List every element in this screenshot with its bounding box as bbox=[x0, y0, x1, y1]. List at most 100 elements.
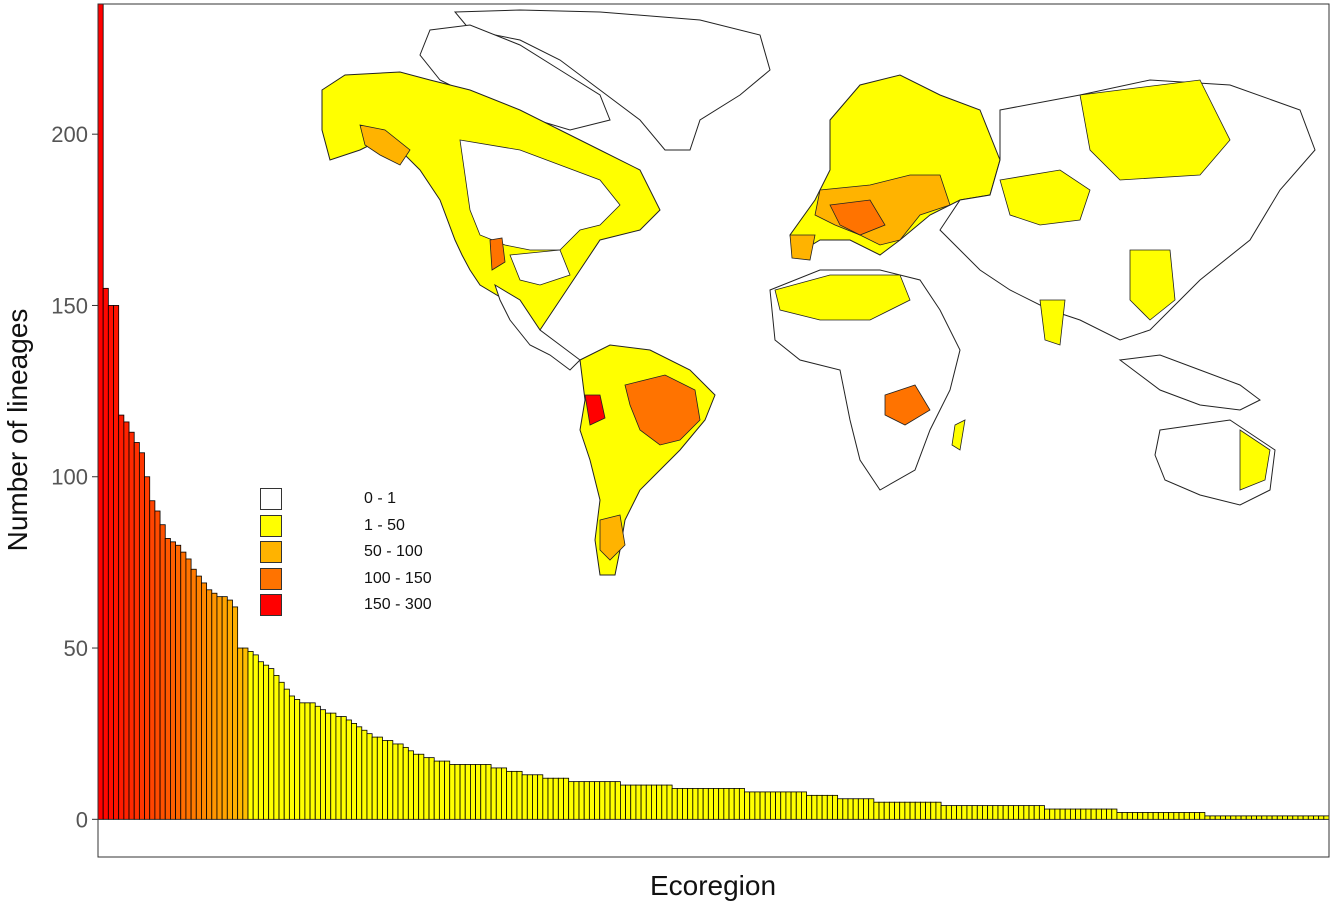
bar bbox=[449, 764, 456, 820]
bar bbox=[1313, 815, 1320, 820]
bar bbox=[1132, 812, 1139, 820]
bar bbox=[904, 801, 911, 820]
bar bbox=[1178, 812, 1185, 820]
bar bbox=[402, 746, 409, 820]
bar bbox=[976, 805, 983, 820]
bar bbox=[1219, 815, 1226, 820]
bar bbox=[1023, 805, 1030, 820]
bar bbox=[676, 788, 683, 820]
bar bbox=[490, 767, 497, 820]
plot-panel bbox=[97, 3, 1330, 858]
bar bbox=[216, 596, 223, 820]
bar bbox=[1064, 808, 1071, 820]
bar bbox=[387, 740, 394, 820]
bar bbox=[511, 770, 518, 820]
bar bbox=[878, 801, 885, 820]
bar bbox=[588, 781, 595, 820]
bar bbox=[149, 500, 156, 820]
bar bbox=[164, 538, 171, 820]
bar bbox=[1183, 812, 1190, 820]
bar bbox=[857, 798, 864, 820]
bar bbox=[837, 798, 844, 820]
bar bbox=[557, 777, 564, 820]
bar bbox=[309, 702, 316, 820]
legend-swatch bbox=[260, 541, 282, 564]
bar bbox=[1116, 812, 1123, 820]
bar bbox=[754, 791, 761, 820]
bar bbox=[361, 729, 368, 820]
legend-swatch bbox=[260, 488, 282, 511]
bar bbox=[1302, 815, 1309, 820]
bar bbox=[573, 781, 580, 820]
bar bbox=[883, 801, 890, 820]
bar bbox=[351, 723, 358, 820]
bar bbox=[356, 726, 363, 820]
bar bbox=[185, 558, 192, 820]
bar bbox=[1204, 815, 1211, 820]
bar bbox=[1240, 815, 1247, 820]
bar bbox=[1276, 815, 1283, 820]
bar bbox=[459, 764, 466, 820]
bar bbox=[738, 788, 745, 820]
bar bbox=[501, 767, 508, 820]
bar bbox=[263, 664, 270, 820]
bar bbox=[1256, 815, 1263, 820]
bar bbox=[775, 791, 782, 820]
bar bbox=[759, 791, 766, 820]
bar bbox=[454, 764, 461, 820]
bar bbox=[201, 582, 208, 820]
legend-item: 50 - 100 bbox=[260, 539, 432, 566]
bar bbox=[118, 414, 125, 820]
x-axis-label: Ecoregion bbox=[650, 870, 776, 901]
bar bbox=[366, 733, 373, 820]
bar bbox=[599, 781, 606, 820]
bar bbox=[247, 651, 254, 820]
bar bbox=[159, 524, 166, 820]
legend-swatch bbox=[260, 514, 282, 537]
bar bbox=[707, 788, 714, 820]
bar bbox=[578, 781, 585, 820]
bar bbox=[790, 791, 797, 820]
legend-swatch bbox=[260, 594, 282, 617]
bar bbox=[697, 788, 704, 820]
bar bbox=[625, 784, 632, 820]
bar bbox=[868, 798, 875, 820]
bar bbox=[733, 788, 740, 820]
bar bbox=[847, 798, 854, 820]
bar bbox=[1090, 808, 1097, 820]
bar bbox=[1111, 808, 1118, 820]
bar bbox=[128, 431, 135, 820]
bar bbox=[1230, 815, 1237, 820]
bar bbox=[982, 805, 989, 820]
bar bbox=[423, 757, 430, 820]
bar bbox=[102, 287, 109, 820]
bar bbox=[1251, 815, 1257, 820]
bar bbox=[542, 777, 549, 820]
bar bbox=[273, 675, 280, 820]
bar bbox=[485, 764, 492, 820]
bar bbox=[1147, 812, 1154, 820]
bar bbox=[888, 801, 895, 820]
bar bbox=[226, 599, 233, 820]
bar bbox=[744, 791, 751, 820]
bar bbox=[376, 736, 383, 820]
bar bbox=[304, 702, 311, 820]
bar bbox=[278, 681, 285, 820]
bar bbox=[987, 805, 994, 820]
bar bbox=[123, 421, 130, 820]
bar bbox=[1307, 815, 1314, 820]
bar bbox=[144, 476, 151, 820]
bar bbox=[682, 788, 689, 820]
bar bbox=[873, 801, 880, 820]
bar bbox=[532, 774, 539, 820]
bar bbox=[666, 784, 673, 820]
bar bbox=[1266, 815, 1273, 820]
bar bbox=[444, 760, 451, 820]
legend-item: 0 - 1 bbox=[260, 486, 432, 513]
bar bbox=[1075, 808, 1082, 820]
bar bbox=[604, 781, 611, 820]
legend-swatch bbox=[260, 567, 282, 590]
legend-label: 1 - 50 bbox=[364, 516, 405, 534]
bar bbox=[1152, 812, 1159, 820]
